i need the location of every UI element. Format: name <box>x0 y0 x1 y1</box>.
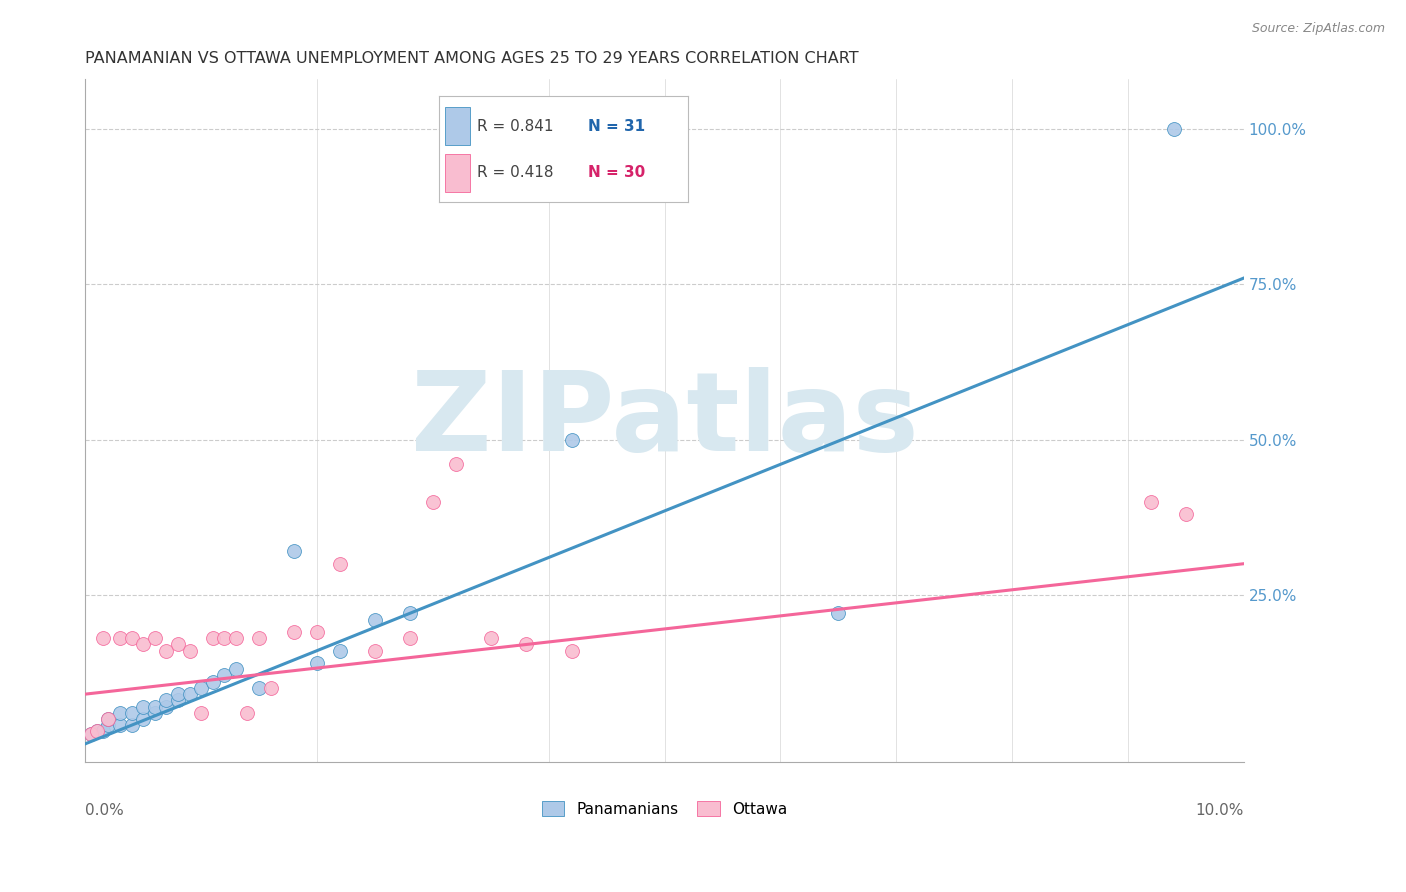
Point <box>167 687 190 701</box>
Point <box>121 632 143 646</box>
Point <box>108 718 131 732</box>
Point <box>155 693 177 707</box>
Point <box>121 718 143 732</box>
Point <box>86 724 108 739</box>
Point <box>97 718 120 732</box>
Point <box>1140 494 1163 508</box>
Point <box>422 494 444 508</box>
Text: ZIPatlas: ZIPatlas <box>411 368 918 475</box>
Text: 10.0%: 10.0% <box>1195 804 1244 819</box>
Point <box>108 706 131 720</box>
Point <box>260 681 283 695</box>
Legend: Panamanians, Ottawa: Panamanians, Ottawa <box>536 796 793 823</box>
Point <box>179 687 201 701</box>
Point <box>108 632 131 646</box>
Point <box>97 712 120 726</box>
Point <box>247 632 270 646</box>
Point <box>283 544 305 558</box>
Point <box>132 637 155 651</box>
Point <box>236 706 259 720</box>
Point <box>398 607 420 621</box>
Point <box>1163 122 1185 136</box>
Point <box>329 643 352 657</box>
Point <box>91 632 114 646</box>
Point <box>305 656 328 670</box>
Point <box>91 724 114 739</box>
Point <box>121 706 143 720</box>
Text: PANAMANIAN VS OTTAWA UNEMPLOYMENT AMONG AGES 25 TO 29 YEARS CORRELATION CHART: PANAMANIAN VS OTTAWA UNEMPLOYMENT AMONG … <box>86 51 859 66</box>
Point <box>201 632 224 646</box>
Point <box>283 625 305 640</box>
Point <box>155 643 177 657</box>
Point <box>155 699 177 714</box>
Point <box>167 637 190 651</box>
Text: 0.0%: 0.0% <box>86 804 124 819</box>
Point <box>97 712 120 726</box>
Point <box>561 643 583 657</box>
Point <box>86 724 108 739</box>
Point <box>561 433 583 447</box>
Point <box>225 662 247 676</box>
Point <box>132 699 155 714</box>
Text: Source: ZipAtlas.com: Source: ZipAtlas.com <box>1251 22 1385 36</box>
Point <box>398 632 420 646</box>
Point <box>214 668 236 682</box>
Point <box>329 557 352 571</box>
Point <box>179 643 201 657</box>
Point <box>364 643 387 657</box>
Point <box>305 625 328 640</box>
Point <box>364 613 387 627</box>
Point <box>515 637 537 651</box>
Point <box>214 632 236 646</box>
Point <box>143 699 166 714</box>
Point <box>225 632 247 646</box>
Point <box>827 607 849 621</box>
Point <box>190 681 212 695</box>
Point <box>143 706 166 720</box>
Point <box>444 458 467 472</box>
Point <box>1174 507 1197 521</box>
Point <box>80 727 103 741</box>
Point <box>247 681 270 695</box>
Point <box>143 632 166 646</box>
Point <box>190 706 212 720</box>
Point <box>132 712 155 726</box>
Point <box>201 674 224 689</box>
Point <box>479 632 502 646</box>
Point <box>80 727 103 741</box>
Point <box>167 693 190 707</box>
